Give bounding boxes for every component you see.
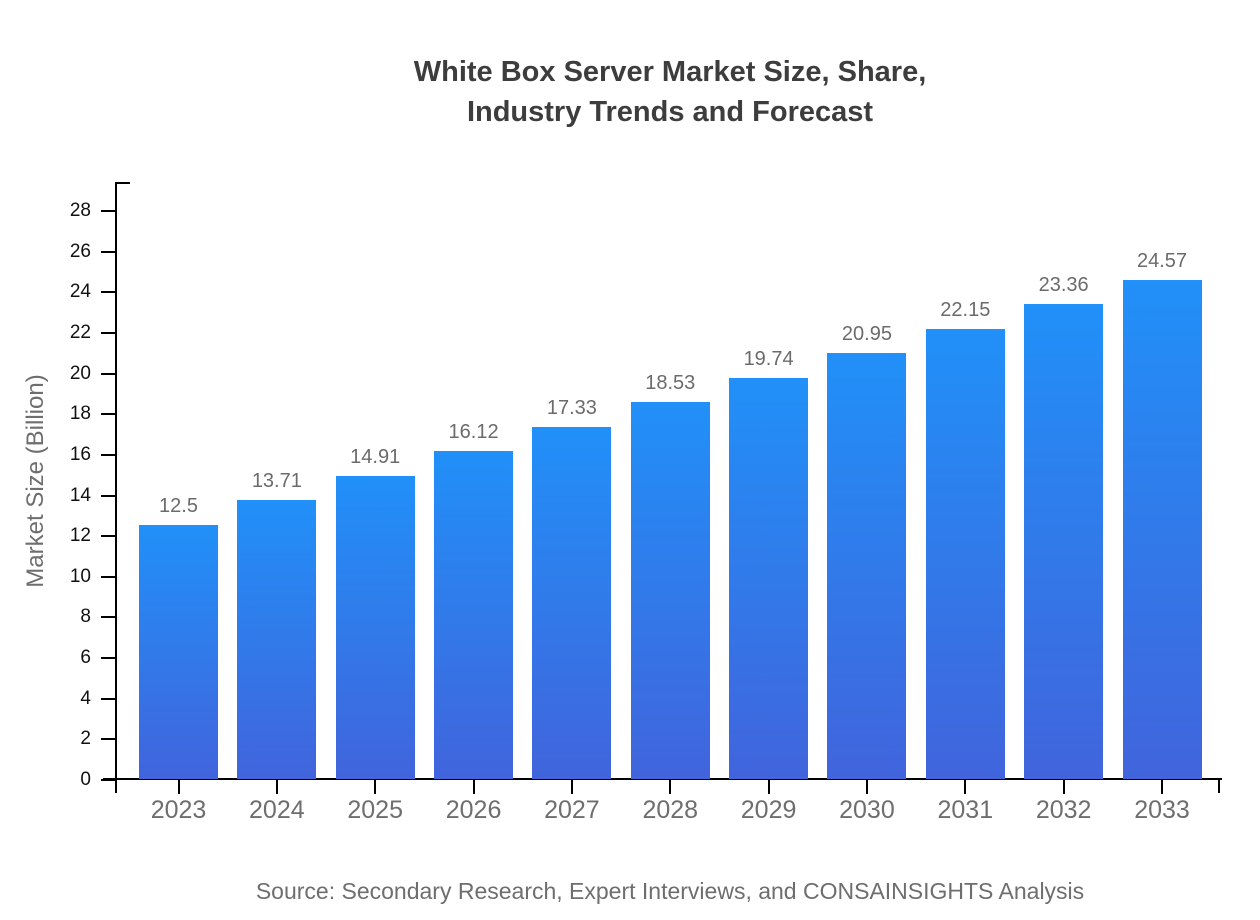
y-tick-label: 20 <box>69 362 91 384</box>
chart-title-line-1: White Box Server Market Size, Share, <box>413 56 927 88</box>
y-tick-label: 8 <box>80 606 91 628</box>
y-tick-label: 0 <box>80 769 91 790</box>
x-tick-label: 2025 <box>347 796 403 824</box>
x-axis-spine <box>103 778 1222 780</box>
x-tick-label: 2029 <box>740 796 797 824</box>
x-tick-mark <box>472 780 475 794</box>
x-tick-mark <box>964 780 967 794</box>
x-tick-label: 2032 <box>1035 796 1092 824</box>
x-tick-mark <box>865 780 868 794</box>
source-note: Source: Secondary Research, Expert Inter… <box>255 878 1085 904</box>
bar-2027 <box>532 426 612 779</box>
y-tick-label: 10 <box>69 565 91 587</box>
bar-value-label: 22.15 <box>940 298 991 321</box>
bar-value-label: 16.12 <box>448 421 499 444</box>
y-tick-label: 2 <box>80 728 91 750</box>
y-axis-spine <box>115 182 117 793</box>
y-tick-label: 24 <box>69 281 91 303</box>
y-tick-label: 14 <box>69 484 91 506</box>
y-tick-mark <box>101 331 115 334</box>
y-tick-mark <box>101 738 115 741</box>
y-tick-mark <box>101 250 115 253</box>
x-tick-mark <box>570 780 573 794</box>
bar-value-label: 20.95 <box>841 323 892 346</box>
x-tick-label: 2026 <box>445 796 502 824</box>
x-tick-mark <box>767 780 770 794</box>
y-tick-label: 22 <box>69 321 91 343</box>
bar-2024 <box>237 500 317 779</box>
y-tick-label: 28 <box>69 200 91 222</box>
y-tick-mark <box>101 372 115 375</box>
y-tick-label: 16 <box>69 443 91 465</box>
bar-value-label: 12.5 <box>159 495 198 517</box>
x-tick-mark <box>1062 780 1065 794</box>
bar-2028 <box>630 402 710 779</box>
x-tick-mark <box>177 780 180 794</box>
y-tick-label: 6 <box>80 647 91 669</box>
y-tick-mark <box>101 210 115 213</box>
y-tick-label: 18 <box>69 403 91 425</box>
bar-2029 <box>729 377 809 779</box>
x-tick-label: 2033 <box>1134 796 1190 824</box>
y-tick-mark <box>101 616 115 619</box>
bar-value-label: 17.33 <box>546 396 597 419</box>
x-tick-mark <box>275 780 278 794</box>
chart-title: White Box Server Market Size, Share, Ind… <box>80 52 1260 132</box>
y-tick-mark <box>101 453 115 456</box>
y-tick-mark <box>101 413 115 416</box>
bar-value-label: 13.71 <box>251 470 302 493</box>
bar-value-label: 19.74 <box>743 347 794 370</box>
x-tick-label: 2027 <box>544 796 600 824</box>
bar-value-label: 24.57 <box>1136 249 1188 272</box>
y-tick-mark <box>101 535 115 538</box>
x-axis-end-cap <box>1218 778 1220 793</box>
bar-2026 <box>434 451 514 779</box>
y-tick-mark <box>101 657 115 660</box>
x-tick-mark <box>1161 780 1163 794</box>
x-tick-label: 2030 <box>839 796 895 824</box>
y-tick-label: 4 <box>80 687 91 709</box>
bar-2031 <box>925 328 1005 779</box>
bar-value-label: 23.36 <box>1038 274 1089 297</box>
x-tick-label: 2023 <box>150 796 207 824</box>
y-tick-label: 26 <box>69 240 91 262</box>
bar-2023 <box>139 525 218 779</box>
x-tick-mark <box>374 780 377 794</box>
y-tick-mark <box>101 494 115 497</box>
x-tick-label: 2031 <box>937 796 994 824</box>
plot-area: 0 2 4 6 8 10 12 14 16 18 20 22 24 26 28 12.5 2023 13.71 20… <box>70 182 1222 824</box>
bar-2032 <box>1024 304 1104 779</box>
bar-2033 <box>1122 279 1202 779</box>
y-tick-mark <box>101 779 115 781</box>
y-axis-top-cap <box>115 182 130 184</box>
y-tick-mark <box>101 697 115 700</box>
x-tick-label: 2024 <box>249 796 305 824</box>
x-tick-label: 2028 <box>642 796 699 824</box>
y-tick-mark <box>101 575 115 578</box>
bar-value-label: 18.53 <box>645 372 696 395</box>
bar-value-label: 14.91 <box>350 446 401 469</box>
y-tick-label: 12 <box>69 525 91 547</box>
chart-title-line-2: Industry Trends and Forecast <box>466 96 874 128</box>
bar-2025 <box>335 476 415 779</box>
bar-2030 <box>827 353 907 779</box>
y-tick-mark <box>101 291 115 294</box>
x-tick-mark <box>669 780 672 794</box>
